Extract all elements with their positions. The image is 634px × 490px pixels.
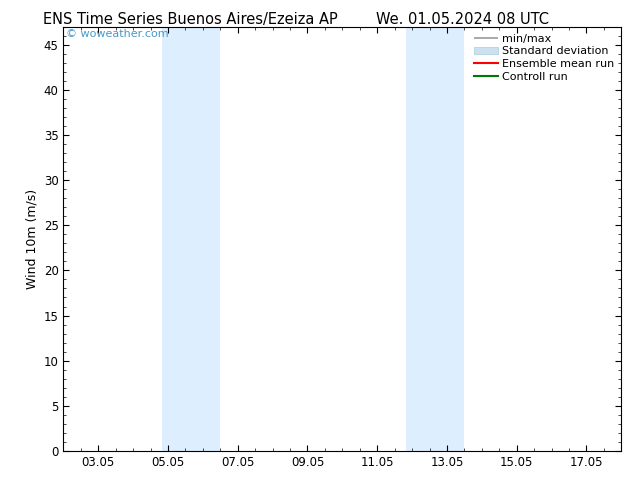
Text: We. 01.05.2024 08 UTC: We. 01.05.2024 08 UTC xyxy=(377,12,549,27)
Text: ENS Time Series Buenos Aires/Ezeiza AP: ENS Time Series Buenos Aires/Ezeiza AP xyxy=(43,12,337,27)
Text: © woweather.com: © woweather.com xyxy=(66,29,169,39)
Bar xyxy=(406,27,464,451)
Legend: min/max, Standard deviation, Ensemble mean run, Controll run: min/max, Standard deviation, Ensemble me… xyxy=(469,29,619,86)
Y-axis label: Wind 10m (m/s): Wind 10m (m/s) xyxy=(25,189,38,289)
Bar xyxy=(162,27,221,451)
